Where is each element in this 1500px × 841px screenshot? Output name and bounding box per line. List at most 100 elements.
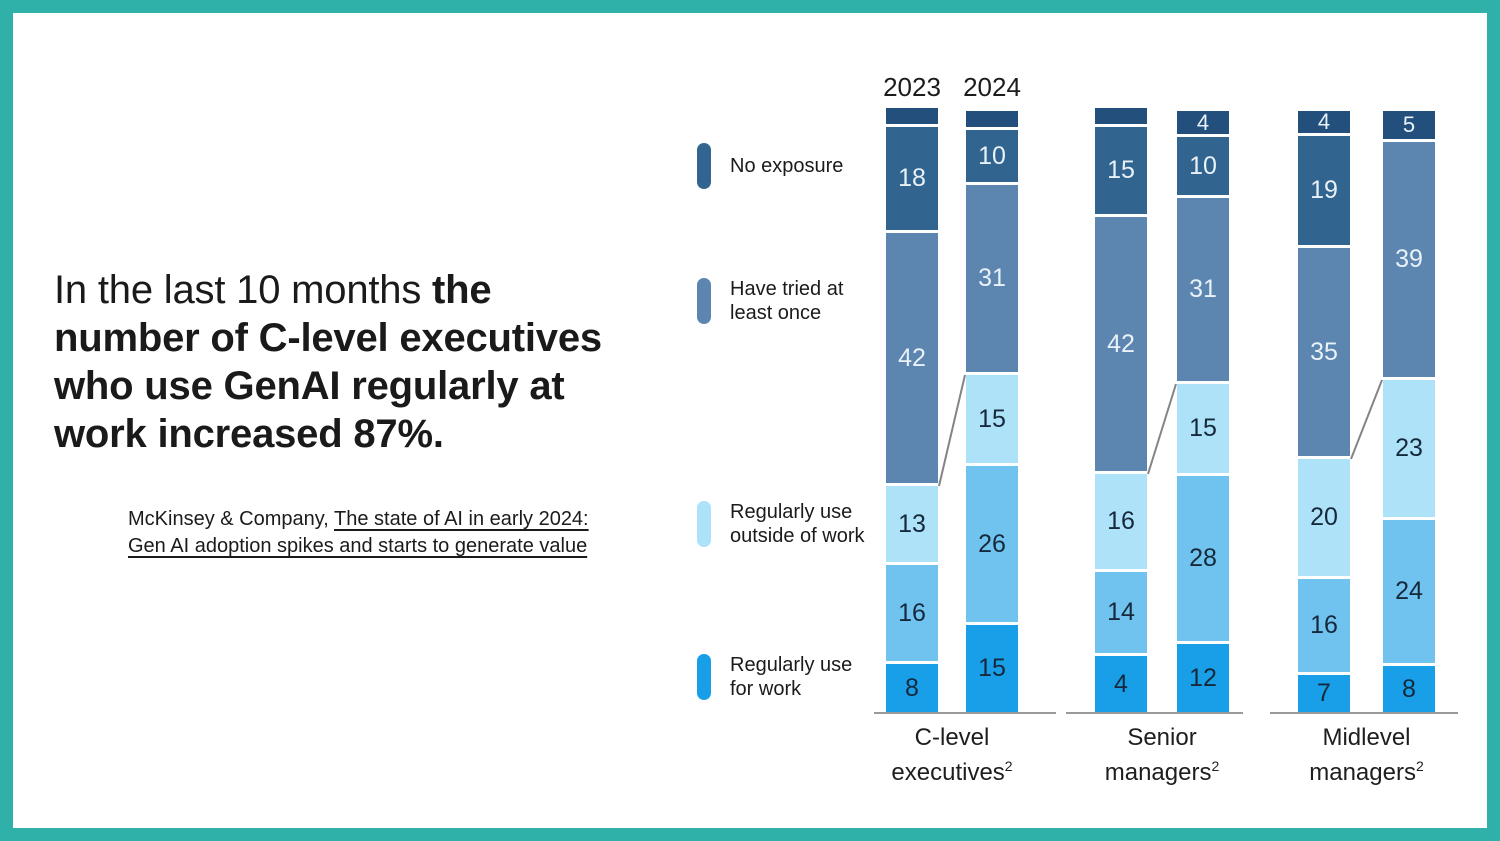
headline-line: number of C-level executives xyxy=(54,316,602,360)
bar-2024: 4 10 31 15 28 12 xyxy=(1177,109,1229,712)
segment-value: 24 xyxy=(1395,577,1423,605)
segment-value: 10 xyxy=(978,141,1006,170)
axis-baseline xyxy=(1270,712,1458,714)
segment-value: 20 xyxy=(1310,503,1338,531)
bar-segment: 4 xyxy=(1298,109,1350,134)
segment-value: 16 xyxy=(898,598,926,627)
bar-segment: 13 xyxy=(886,486,938,562)
source-link[interactable]: The state of AI in early 2024: xyxy=(334,508,589,530)
segment-value: 8 xyxy=(905,673,919,702)
segment-value: 7 xyxy=(1317,679,1331,707)
bar-segment: 42 xyxy=(886,233,938,483)
segment-value: 26 xyxy=(978,529,1006,558)
segment-value: 4 xyxy=(1114,669,1128,698)
bar-segment: 16 xyxy=(1298,579,1350,672)
segment-value: 12 xyxy=(1189,663,1217,692)
group-label: Midlevel managers2 xyxy=(1309,724,1424,786)
segment-value: 31 xyxy=(978,264,1006,292)
segment-value: 15 xyxy=(978,654,1006,682)
bar-segment xyxy=(1095,108,1147,124)
bar-segment xyxy=(966,111,1018,127)
bar-2024: 5 39 23 24 8 xyxy=(1383,111,1435,712)
bar-group: 15 42 16 14 4 4 10 31 15 28 12 Senior managers2 xyxy=(1066,0,1243,841)
bar-segment: 15 xyxy=(966,625,1018,712)
bar-segment: 42 xyxy=(1095,217,1147,471)
segment-value: 39 xyxy=(1395,245,1423,273)
bar-segment: 18 xyxy=(886,127,938,230)
legend-label: Have tried at least once xyxy=(730,278,844,324)
bar-group: 18 42 13 16 8 2023 10 31 15 26 15 2024 C-level execut… xyxy=(874,0,1056,841)
segment-value: 13 xyxy=(898,509,926,538)
year-label: 2024 xyxy=(963,72,1021,102)
headline: In the last 10 months the number of C-lev… xyxy=(54,266,694,458)
segment-value: 5 xyxy=(1402,112,1416,137)
legend-item: Regularly use for work xyxy=(697,653,852,701)
segment-value: 4 xyxy=(1196,109,1210,135)
segment-value: 15 xyxy=(1189,414,1217,442)
bar-segment: 15 xyxy=(1095,127,1147,214)
legend-label: Regularly use outside of work xyxy=(730,501,865,547)
headline-line: work increased 87%. xyxy=(54,412,444,456)
bar-segment: 12 xyxy=(1177,644,1229,712)
bar-segment: 16 xyxy=(1095,474,1147,569)
bar-segment: 8 xyxy=(886,664,938,712)
source-link[interactable]: Gen AI adoption spikes and starts to gen… xyxy=(128,535,588,557)
segment-value: 16 xyxy=(1310,611,1338,639)
bar-segment: 31 xyxy=(1177,198,1229,381)
headline-line: In the last 10 months the xyxy=(54,268,492,312)
segment-value: 19 xyxy=(1310,176,1338,204)
bar-2023: 18 42 13 16 8 xyxy=(886,108,938,712)
segment-value: 23 xyxy=(1395,434,1423,462)
bar-segment: 5 xyxy=(1383,111,1435,139)
bar-segment: 35 xyxy=(1298,248,1350,456)
legend-swatch-icon xyxy=(697,143,711,189)
segment-value: 16 xyxy=(1107,507,1135,535)
legend-swatch-icon xyxy=(697,278,711,324)
headline-line: who use GenAI regularly at xyxy=(54,364,565,408)
group-label: C-level executives2 xyxy=(891,724,1013,786)
bar-2023: 15 42 16 14 4 xyxy=(1095,108,1147,712)
bar-segment: 15 xyxy=(1177,384,1229,473)
legend-label: Regularly use for work xyxy=(730,654,853,700)
segment-value: 15 xyxy=(978,404,1006,433)
legend-swatch-icon xyxy=(697,654,711,700)
segment-value: 42 xyxy=(1107,329,1135,358)
bar-segment: 28 xyxy=(1177,476,1229,641)
bar-segment: 15 xyxy=(966,375,1018,463)
bar-segment: 7 xyxy=(1298,675,1350,712)
bar-segment: 8 xyxy=(1383,666,1435,712)
bar-segment: 4 xyxy=(1177,109,1229,135)
segment-value: 28 xyxy=(1189,544,1217,572)
bar-segment: 39 xyxy=(1383,142,1435,377)
bar-segment: 10 xyxy=(966,130,1018,182)
bar-segment: 26 xyxy=(966,466,1018,622)
year-label: 2023 xyxy=(883,72,941,102)
legend-item: Regularly use outside of work xyxy=(697,500,865,548)
bar-segment: 10 xyxy=(1177,137,1229,195)
segment-value: 18 xyxy=(898,164,926,192)
bar-segment: 19 xyxy=(1298,136,1350,245)
bar-segment xyxy=(886,108,938,124)
segment-value: 8 xyxy=(1402,674,1416,703)
axis-baseline xyxy=(874,712,1056,714)
bar-2023: 4 19 35 20 16 7 xyxy=(1298,109,1350,712)
bar-segment: 14 xyxy=(1095,572,1147,653)
segment-value: 4 xyxy=(1317,109,1331,134)
segment-value: 14 xyxy=(1107,598,1135,626)
bar-2024: 10 31 15 26 15 xyxy=(966,111,1018,712)
segment-value: 15 xyxy=(1107,156,1135,184)
bar-segment: 23 xyxy=(1383,380,1435,517)
legend-item: No exposure xyxy=(697,143,843,189)
legend-item: Have tried at least once xyxy=(697,277,843,325)
source-text: McKinsey & Company, xyxy=(128,508,335,530)
bar-segment: 20 xyxy=(1298,459,1350,576)
segment-value: 35 xyxy=(1310,337,1338,366)
segment-value: 10 xyxy=(1189,151,1217,180)
bar-segment: 31 xyxy=(966,185,1018,372)
source-citation: McKinsey & Company, The state of AI in e… xyxy=(128,506,648,560)
group-label: Senior managers2 xyxy=(1104,724,1220,786)
legend-label: No exposure xyxy=(730,155,844,177)
bar-group: 4 19 35 20 16 7 5 39 23 24 8 Midlevel managers2 xyxy=(1270,0,1458,841)
bar-segment: 16 xyxy=(886,565,938,661)
